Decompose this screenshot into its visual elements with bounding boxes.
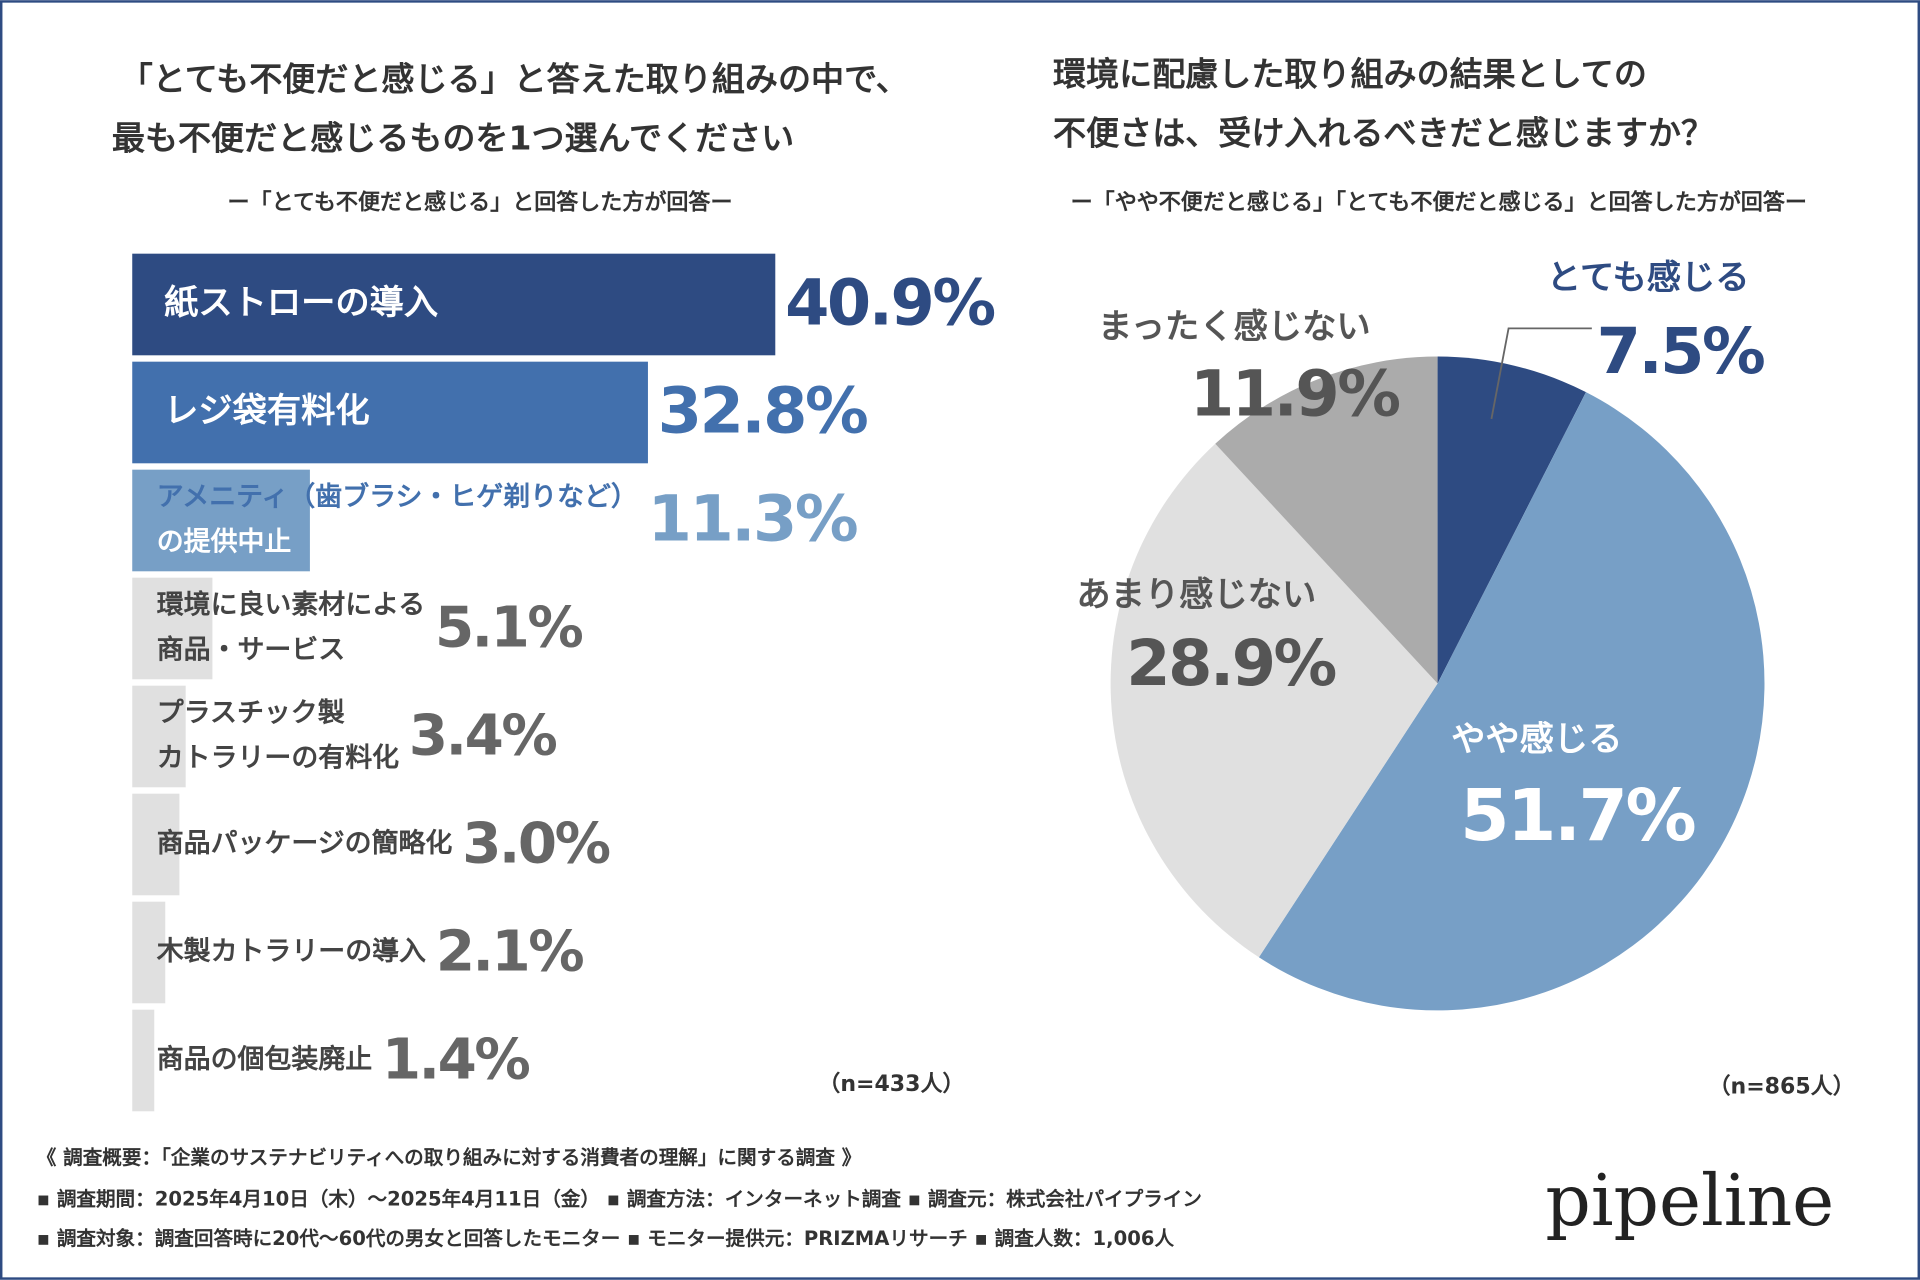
- value-label: 1.4%: [382, 1028, 529, 1093]
- subtitle: ー「とても不便だと感じる」と回答した方が回答ー: [228, 189, 733, 215]
- chart-title: 最も不便だと感じるものを1つ選んでください: [112, 118, 794, 157]
- category-label: プラスチック製: [157, 697, 345, 728]
- pie-slice: [1110, 443, 1438, 958]
- category-label: の提供中止: [157, 527, 292, 558]
- value-label: 11.9%: [1190, 358, 1399, 432]
- category-label: 紙ストローの導入: [164, 283, 438, 323]
- category-label: レジ袋有料化: [164, 391, 370, 431]
- note: （n=865人）: [1709, 1075, 1855, 1100]
- bar: [132, 793, 180, 896]
- slice-label: まったく感じない: [1098, 307, 1371, 347]
- value-label: 7.5%: [1597, 315, 1764, 389]
- category-label: 環境に良い素材による: [157, 588, 425, 620]
- slice-label: やや感じる: [1451, 720, 1622, 760]
- category-label: アメニティ（歯ブラシ・ヒゲ剃りなど）: [157, 480, 638, 512]
- category-label: 商品・サービス: [157, 635, 345, 666]
- value-label: 51.7%: [1460, 774, 1694, 857]
- value-label: 5.1%: [435, 596, 582, 661]
- value-label: 11.3%: [648, 483, 857, 557]
- value-label: 3.0%: [462, 812, 609, 877]
- bar: [132, 685, 186, 788]
- pie-slice: [1437, 356, 1586, 684]
- slice-label: とても感じる: [1547, 258, 1750, 298]
- pie-slice: [1258, 392, 1765, 1011]
- bar: [132, 253, 776, 356]
- value-label: 32.8%: [658, 375, 867, 449]
- value-label: 28.9%: [1126, 627, 1335, 701]
- bar: [132, 577, 213, 680]
- footer: ▪ 調査期間：2025年4月10日（木）〜2025年4月11日（金） ▪ 調査方…: [37, 1188, 1202, 1211]
- category-label: カトラリーの有料化: [157, 743, 399, 774]
- category-label: 商品の個包装廃止: [157, 1043, 372, 1075]
- bar: [132, 361, 648, 464]
- bar: [132, 1009, 155, 1112]
- slice-label: あまり感じない: [1076, 575, 1316, 615]
- value-label: 40.9%: [785, 267, 994, 341]
- value-label: 2.1%: [436, 920, 583, 985]
- category-label: 木製カトラリーの導入: [156, 935, 426, 967]
- category-label: 商品パッケージの簡略化: [157, 827, 453, 859]
- note: （n=433人）: [818, 1072, 964, 1097]
- bar: [132, 901, 166, 1004]
- subtitle: ー「やや不便だと感じる」「とても不便だと感じる」と回答した方が回答ー: [1071, 189, 1807, 215]
- leader-line: [1490, 327, 1592, 420]
- pie-slice: [1215, 356, 1438, 684]
- chart-title: 「とても不便だと感じる」と答えた取り組みの中で、: [120, 60, 909, 99]
- footer: ▪ 調査対象：調査回答時に20代〜60代の男女と回答したモニター ▪ モニター提…: [37, 1227, 1175, 1250]
- logo: pipeline: [1545, 1159, 1834, 1242]
- chart-title: 不便さは、受け入れるべきだと感じますか？: [1053, 113, 1714, 152]
- chart-title: 環境に配慮した取り組みの結果としての: [1053, 55, 1647, 94]
- value-label: 3.4%: [409, 704, 556, 769]
- footer: 《 調査概要：「企業のサステナビリティへの取り組みに対する消費者の理解」に関する…: [37, 1146, 862, 1169]
- bar: [132, 469, 310, 572]
